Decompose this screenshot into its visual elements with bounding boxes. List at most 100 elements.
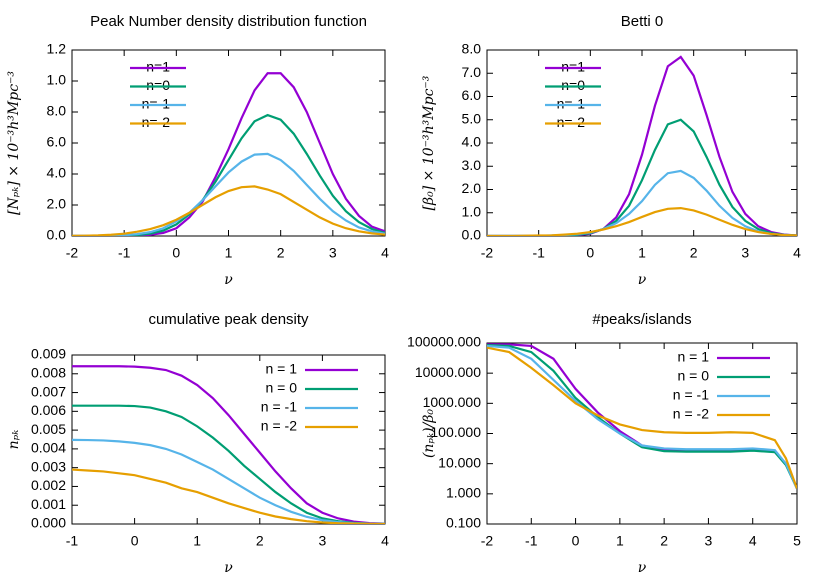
plot-frame [486, 342, 798, 525]
x-tick-label: -1 [532, 245, 545, 261]
y-tick-label: 0.001 [31, 496, 66, 512]
series-line [72, 113, 385, 236]
x-tick-label: 1 [616, 533, 624, 549]
x-tick-label: 2 [660, 533, 668, 549]
legend-label: n = 1 [677, 349, 709, 365]
series-line [72, 152, 385, 236]
legend-label: n = 0 [677, 368, 709, 384]
y-tick-label: 6.0 [47, 134, 67, 150]
x-tick-label: 3 [705, 533, 713, 549]
y-tick-label: 0.003 [31, 458, 66, 474]
y-tick-label: 100000.000 [407, 334, 481, 350]
x-tick-label: 0 [586, 245, 594, 261]
x-tick-label: 4 [793, 245, 801, 261]
y-axis-label: (nₚₖ)/β₀ [421, 409, 437, 458]
x-tick-label: -2 [481, 533, 494, 549]
series-line [487, 346, 797, 489]
y-tick-label: 3.0 [462, 157, 482, 173]
chart-title: Peak Number density distribution functio… [90, 13, 367, 30]
x-tick-label: 0 [131, 533, 139, 549]
x-axis-label: ν [224, 272, 233, 288]
y-tick-label: 2.0 [47, 196, 67, 212]
x-tick-label: -2 [66, 245, 79, 261]
series-line [487, 343, 797, 489]
y-tick-label: 7.0 [462, 64, 482, 80]
legend-label: n = 0 [265, 380, 297, 396]
x-axis-label: ν [224, 560, 233, 576]
y-tick-label: 0.100 [446, 515, 481, 531]
y-tick-label: 100.000 [430, 424, 481, 440]
x-tick-label: 3 [741, 245, 749, 261]
y-tick-label: 4.0 [462, 134, 482, 150]
y-tick-label: 8.0 [462, 41, 482, 57]
x-tick-label: 2 [690, 245, 698, 261]
y-tick-label: 1.2 [47, 41, 67, 57]
x-tick-label: 4 [381, 245, 389, 261]
x-tick-label: 1 [193, 533, 201, 549]
series-line [72, 185, 385, 236]
y-tick-label: 0.008 [31, 364, 66, 380]
x-axis-label: ν [638, 272, 647, 288]
x-tick-label: 3 [329, 245, 337, 261]
y-tick-label: 4.0 [47, 165, 67, 181]
y-tick-label: 10000.000 [415, 364, 481, 380]
x-tick-label: 5 [793, 533, 801, 549]
y-tick-label: 0.0 [462, 227, 482, 243]
y-tick-label: 1.000 [446, 485, 481, 501]
series-line [487, 344, 797, 489]
y-tick-label: 0.000 [31, 515, 66, 531]
x-tick-label: 0 [572, 533, 580, 549]
legend-label: n=-1 [557, 96, 586, 112]
legend-label: n = -2 [673, 406, 709, 422]
y-axis-label: [β₀] × 10⁻³h³Mpc⁻³ [421, 75, 437, 210]
plot-frame [71, 49, 386, 237]
plot-frame [486, 49, 798, 237]
y-axis-label: [Nₚₖ] × 10⁻³h³Mpc⁻³ [6, 71, 22, 215]
legend-label: n=1 [146, 59, 170, 75]
y-tick-label: 6.0 [462, 87, 482, 103]
y-tick-label: 0.004 [31, 440, 66, 456]
x-tick-label: -1 [118, 245, 131, 261]
x-tick-label: 2 [277, 245, 285, 261]
chart-title: #peaks/islands [592, 311, 691, 328]
plot-frame [71, 354, 386, 525]
x-tick-label: 1 [638, 245, 646, 261]
chart-title: cumulative peak density [148, 311, 309, 328]
x-tick-label: 4 [381, 533, 389, 549]
chart-title: Betti 0 [621, 13, 664, 30]
legend-label: n=0 [561, 77, 585, 93]
y-tick-label: 5.0 [462, 110, 482, 126]
y-tick-label: 0.006 [31, 402, 66, 418]
legend-label: n=-2 [557, 114, 586, 130]
x-tick-label: -1 [525, 533, 538, 549]
y-tick-label: 1000.000 [423, 394, 482, 410]
series-line [487, 206, 797, 236]
y-tick-label: 0.007 [31, 383, 66, 399]
y-tick-label: 8.0 [47, 103, 67, 119]
series-line [72, 365, 385, 524]
y-tick-label: 1.0 [47, 72, 67, 88]
y-tick-label: 10.000 [438, 454, 481, 470]
x-axis-label: ν [638, 560, 647, 576]
legend-label: n=-2 [142, 114, 171, 130]
series-line [72, 468, 385, 524]
x-tick-label: 1 [225, 245, 233, 261]
y-tick-label: 0.005 [31, 421, 66, 437]
y-tick-label: 0.002 [31, 477, 66, 493]
legend-label: n = -1 [261, 399, 297, 415]
x-tick-label: -2 [481, 245, 494, 261]
x-tick-label: 2 [256, 533, 264, 549]
y-axis-label: nₚₖ [6, 430, 22, 450]
series-line [487, 118, 797, 236]
series-line [487, 344, 797, 489]
series-line [72, 72, 385, 236]
y-tick-label: 2.0 [462, 180, 482, 196]
y-tick-label: 0.009 [31, 346, 66, 362]
x-tick-label: 3 [319, 533, 327, 549]
legend-label: n = -1 [673, 387, 709, 403]
legend-label: n=0 [146, 77, 170, 93]
series-line [487, 55, 797, 236]
legend-label: n = -2 [261, 418, 297, 434]
y-tick-label: 1.0 [462, 203, 482, 219]
